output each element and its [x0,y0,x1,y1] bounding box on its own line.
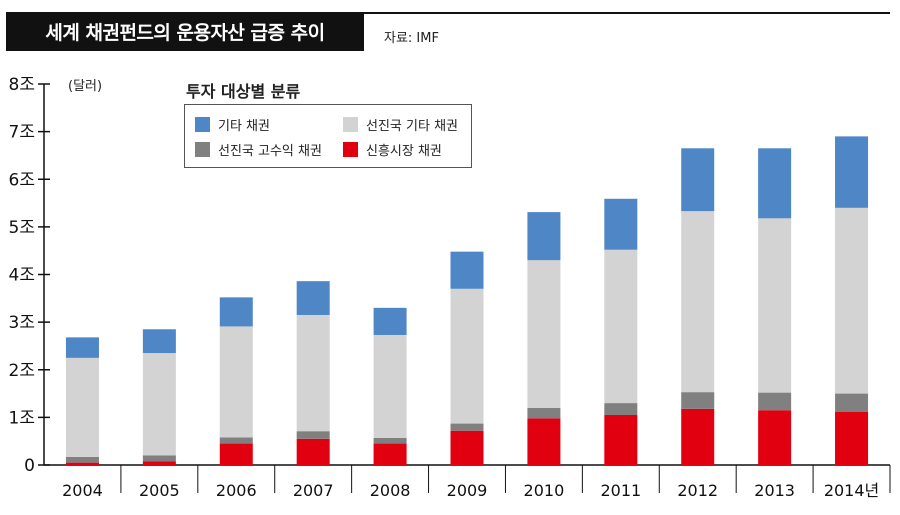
bar-segment [835,136,869,208]
bar-segment [604,249,638,404]
legend-swatch-emerging [343,142,358,157]
bar-segment [65,357,99,457]
x-tick-label: 2004 [62,481,103,500]
y-tick-label: 7조 [9,123,35,143]
x-tick-label: 2005 [139,481,180,500]
legend-item-other: 기타 채권 [195,115,270,134]
x-tick-label: 2010 [524,481,565,500]
bar-segment [527,260,561,408]
legend-swatch-dev-other [343,117,358,132]
bar-segment [65,456,99,463]
legend-item-high-yield: 선진국 고수익 채권 [195,140,322,159]
bar-segment [758,148,792,219]
x-tick-label: 2013 [754,481,795,500]
bar-segment [142,329,176,354]
y-tick-label: 6조 [9,170,35,190]
bar-segment [450,288,484,424]
bar-segment [142,455,176,462]
legend-swatch-other [195,117,210,132]
bar-segment [142,353,176,456]
x-tick-label: 2007 [293,481,334,500]
legend: 기타 채권 선진국 기타 채권 선진국 고수익 채권 신흥시장 채권 [184,104,472,168]
legend-label-emerging: 신흥시장 채권 [366,144,442,159]
x-tick-label: 2009 [447,481,488,500]
y-tick-label: 2조 [9,361,35,381]
bar-segment [65,337,99,358]
y-tick-label: 1조 [9,408,35,428]
bar-segment [450,430,484,465]
x-tick-label: 2011 [600,481,641,500]
bar-segment [527,212,561,261]
bar-segment [219,326,253,438]
unit-label: (달러) [68,79,103,94]
bar-segment [373,443,407,465]
bar-segment [604,414,638,465]
bar-segment [604,403,638,415]
legend-label-high-yield: 선진국 고수익 채권 [218,144,322,159]
bar-segment [681,211,715,393]
bar-segment [219,443,253,465]
bar-segment [835,207,869,394]
bar-segment [142,461,176,465]
bar-segment [681,148,715,212]
bar-segment [758,410,792,465]
source-note: 자료: IMF [384,31,439,46]
y-tick-label: 5조 [9,218,35,238]
bar-segment [527,407,561,419]
bar-segment [450,251,484,289]
legend-swatch-high-yield [195,142,210,157]
y-tick-label: 0 [24,456,35,476]
title-rule [364,12,890,14]
legend-item-emerging: 신흥시장 채권 [343,140,442,159]
bar-segment [835,411,869,465]
bar-segment [373,334,407,438]
legend-label-dev-other: 선진국 기타 채권 [366,119,458,134]
bar-segment [373,437,407,444]
bar-segment [758,218,792,393]
y-tick-label: 4조 [9,266,35,286]
bar-segment [373,307,407,335]
bar-segment [296,438,330,465]
bar-segment [527,418,561,465]
x-tick-label: 2012 [677,481,718,500]
x-tick-label: 2006 [216,481,257,500]
legend-item-dev-other: 선진국 기타 채권 [343,115,458,134]
legend-label-other: 기타 채권 [218,119,270,134]
legend-title: 투자 대상별 분류 [186,82,301,101]
x-tick-label: 2008 [370,481,411,500]
bar-segment [296,431,330,439]
chart-title: 세계 채권펀드의 운용자산 급증 추이 [6,12,364,51]
bar-segment [681,408,715,465]
bar-segment [296,314,330,432]
bar-segment [450,423,484,431]
bar-segment [758,392,792,411]
bar-segment [219,437,253,444]
bar-segment [681,392,715,409]
bar-segment [835,393,869,412]
bar-segment [219,297,253,327]
bar-segment [604,198,638,250]
bar-segment [65,462,99,465]
bar-segment [296,281,330,315]
y-tick-label: 3조 [9,313,35,333]
y-tick-label: 8조 [9,75,35,95]
x-tick-label: 2014년 [824,481,879,500]
